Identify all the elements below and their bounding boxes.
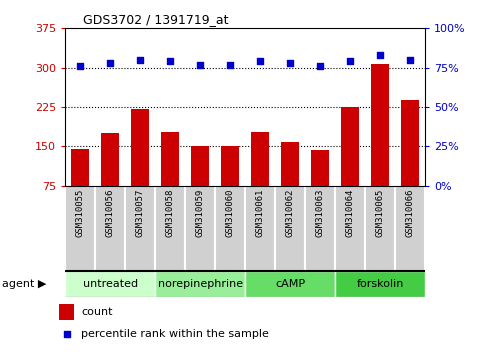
- Bar: [341, 107, 359, 186]
- Text: GSM310055: GSM310055: [76, 188, 85, 237]
- Bar: [155, 186, 185, 271]
- Bar: [101, 133, 119, 186]
- Bar: [65, 271, 155, 297]
- Bar: [335, 271, 425, 297]
- Point: [166, 58, 174, 64]
- Text: GSM310059: GSM310059: [196, 188, 205, 237]
- Bar: [401, 100, 419, 186]
- Text: GSM310058: GSM310058: [166, 188, 175, 237]
- Text: count: count: [82, 307, 113, 317]
- Bar: [185, 186, 215, 271]
- Point: [376, 52, 384, 58]
- Bar: [215, 186, 245, 271]
- Bar: [59, 304, 74, 320]
- Text: GSM310066: GSM310066: [406, 188, 414, 237]
- Text: GSM310057: GSM310057: [136, 188, 145, 237]
- Text: GSM310063: GSM310063: [315, 188, 325, 237]
- Point: [76, 63, 84, 69]
- Text: GDS3702 / 1391719_at: GDS3702 / 1391719_at: [83, 13, 228, 26]
- Text: norepinephrine: norepinephrine: [157, 279, 242, 289]
- Text: GSM310065: GSM310065: [376, 188, 384, 237]
- Bar: [245, 186, 275, 271]
- Bar: [365, 186, 395, 271]
- Bar: [95, 186, 125, 271]
- Bar: [335, 186, 365, 271]
- Point: [63, 331, 71, 337]
- Bar: [221, 146, 239, 186]
- Bar: [161, 132, 179, 186]
- Text: GSM310062: GSM310062: [285, 188, 295, 237]
- Bar: [155, 271, 245, 297]
- Text: cAMP: cAMP: [275, 279, 305, 289]
- Bar: [305, 186, 335, 271]
- Bar: [275, 186, 305, 271]
- Text: GSM310064: GSM310064: [345, 188, 355, 237]
- Bar: [371, 64, 389, 186]
- Text: GSM310056: GSM310056: [106, 188, 114, 237]
- Bar: [191, 147, 209, 186]
- Point: [226, 62, 234, 67]
- Bar: [65, 186, 95, 271]
- Text: untreated: untreated: [83, 279, 138, 289]
- Point: [346, 58, 354, 64]
- Point: [136, 57, 144, 63]
- Text: percentile rank within the sample: percentile rank within the sample: [82, 329, 270, 339]
- Point: [406, 57, 414, 63]
- Point: [286, 60, 294, 66]
- Point: [256, 58, 264, 64]
- Bar: [71, 149, 89, 186]
- Point: [196, 62, 204, 67]
- Bar: [245, 271, 335, 297]
- Point: [316, 63, 324, 69]
- Text: forskolin: forskolin: [356, 279, 404, 289]
- Bar: [395, 186, 425, 271]
- Bar: [125, 186, 155, 271]
- Bar: [131, 109, 149, 186]
- Bar: [281, 142, 299, 186]
- Bar: [311, 150, 329, 186]
- Bar: [251, 132, 269, 186]
- Point: [106, 60, 114, 66]
- Text: GSM310060: GSM310060: [226, 188, 235, 237]
- Text: agent ▶: agent ▶: [2, 279, 47, 289]
- Text: GSM310061: GSM310061: [256, 188, 265, 237]
